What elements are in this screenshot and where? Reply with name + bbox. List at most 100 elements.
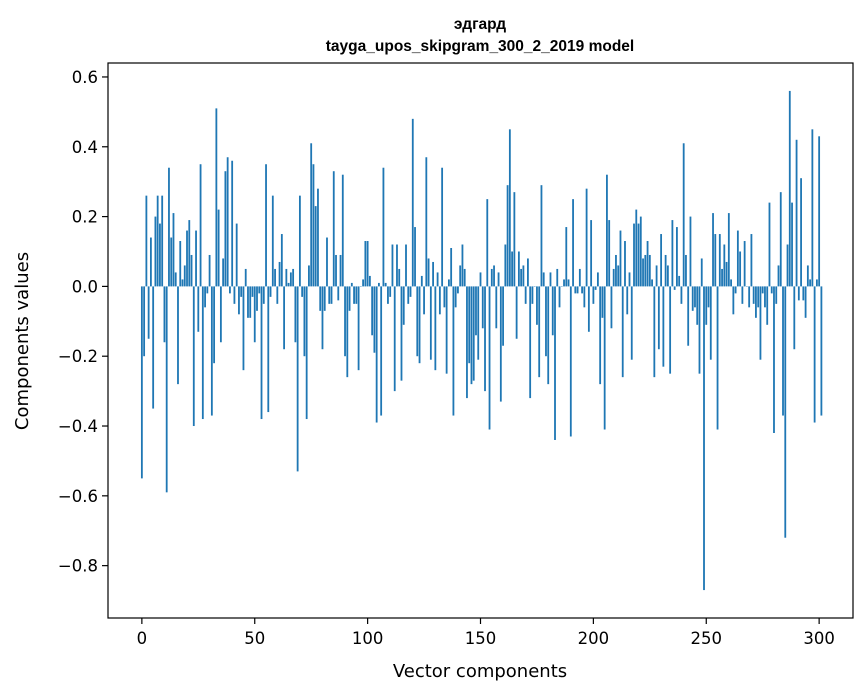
bar-component-63: [283, 286, 285, 350]
bar-component-1: [143, 286, 146, 357]
plot-frame: [107, 62, 854, 619]
bar-component-167: [517, 251, 520, 287]
bar-component-139: [454, 286, 457, 308]
bar-component-77: [314, 206, 317, 287]
bar-component-239: [680, 286, 683, 304]
bar-component-62: [280, 234, 283, 287]
bar-component-229: [657, 286, 660, 350]
x-tick-label: 0: [137, 629, 148, 648]
bar-component-148: [475, 286, 477, 336]
bar-component-65: [287, 282, 290, 287]
bar-component-82: [326, 237, 328, 287]
bar-component-147: [472, 286, 475, 381]
bar-component-76: [312, 164, 315, 287]
bar-component-199: [590, 220, 593, 287]
bar-component-23: [192, 286, 195, 427]
bar-component-262: [732, 286, 735, 315]
bar-component-59: [274, 268, 276, 287]
bar-component-124: [420, 275, 423, 287]
bar-component-138: [452, 286, 455, 416]
bar-component-281: [775, 286, 778, 304]
bar-component-226: [651, 279, 653, 287]
bar-component-233: [666, 265, 669, 287]
bar-component-254: [714, 234, 717, 287]
bar-component-223: [644, 254, 647, 287]
bar-component-243: [689, 216, 692, 287]
bar-component-208: [610, 286, 613, 329]
bar-component-92: [348, 286, 351, 311]
bar-component-269: [748, 286, 751, 308]
bar-component-151: [481, 286, 484, 329]
bar-component-15: [174, 272, 177, 287]
bar-component-240: [682, 143, 685, 287]
bar-component-184: [556, 268, 559, 287]
bar-component-297: [811, 129, 814, 287]
bars-group: [140, 90, 823, 591]
bar-component-69: [296, 286, 299, 472]
bar-component-136: [447, 279, 450, 287]
bar-component-192: [574, 286, 577, 294]
bar-component-104: [375, 286, 378, 423]
bar-component-219: [635, 209, 638, 287]
bar-component-206: [606, 174, 608, 287]
bar-component-27: [201, 286, 204, 420]
x-tick-label: 100: [352, 629, 384, 648]
bar-component-0: [140, 286, 143, 479]
bar-component-53: [260, 286, 263, 420]
bar-component-86: [335, 254, 337, 287]
bar-component-295: [806, 265, 809, 287]
bar-component-158: [497, 272, 500, 287]
bar-component-289: [793, 286, 796, 350]
y-axis-ticks: −0.8 −0.6 −0.4 −0.2 0.0 0.2 0.4 0.6: [58, 68, 108, 576]
bar-component-225: [648, 254, 651, 287]
y-tick-label: −0.8: [58, 557, 98, 576]
bar-component-263: [734, 286, 737, 294]
bar-component-112: [393, 286, 396, 392]
bar-component-118: [407, 286, 410, 304]
bar-component-78: [317, 188, 319, 287]
bar-component-149: [477, 286, 480, 360]
bar-component-247: [698, 286, 701, 374]
y-tick-label: −0.4: [58, 417, 98, 436]
bar-component-195: [581, 286, 583, 294]
bar-component-94: [353, 286, 355, 304]
bar-component-177: [540, 185, 543, 287]
bar-component-266: [741, 286, 744, 304]
bar-component-248: [700, 258, 703, 287]
bar-component-12: [168, 167, 170, 287]
y-axis-label: Components values: [12, 252, 33, 430]
bar-component-214: [624, 241, 626, 287]
bar-component-204: [601, 286, 604, 318]
bar-component-10: [163, 286, 166, 343]
bar-component-209: [612, 268, 615, 287]
bar-component-41: [233, 286, 236, 304]
bar-component-84: [330, 286, 333, 304]
bar-component-171: [527, 258, 529, 287]
bar-component-99: [364, 241, 367, 287]
bar-component-105: [378, 282, 380, 287]
x-axis-ticks: 0 50 100 150 200 250 300: [137, 618, 835, 648]
bar-component-37: [224, 171, 227, 287]
bar-component-21: [188, 220, 191, 287]
bar-component-89: [341, 174, 344, 287]
bar-component-44: [240, 286, 243, 297]
bar-component-221: [639, 216, 642, 287]
bar-component-115: [400, 286, 403, 381]
bar-component-203: [599, 286, 602, 385]
bar-component-205: [603, 286, 606, 430]
y-tick-label: 0.0: [72, 277, 98, 296]
bar-component-245: [694, 286, 696, 308]
bar-component-29: [206, 286, 209, 294]
bar-component-28: [204, 286, 206, 308]
bar-component-235: [671, 220, 674, 287]
bar-component-116: [402, 286, 405, 325]
bar-component-173: [531, 286, 534, 304]
bar-component-19: [183, 265, 186, 287]
bar-component-180: [547, 286, 550, 385]
bar-component-156: [493, 265, 495, 287]
bar-component-145: [468, 286, 471, 364]
bar-component-175: [536, 286, 538, 325]
bar-component-71: [301, 286, 304, 297]
bar-component-122: [416, 286, 419, 357]
bar-component-109: [387, 286, 389, 304]
